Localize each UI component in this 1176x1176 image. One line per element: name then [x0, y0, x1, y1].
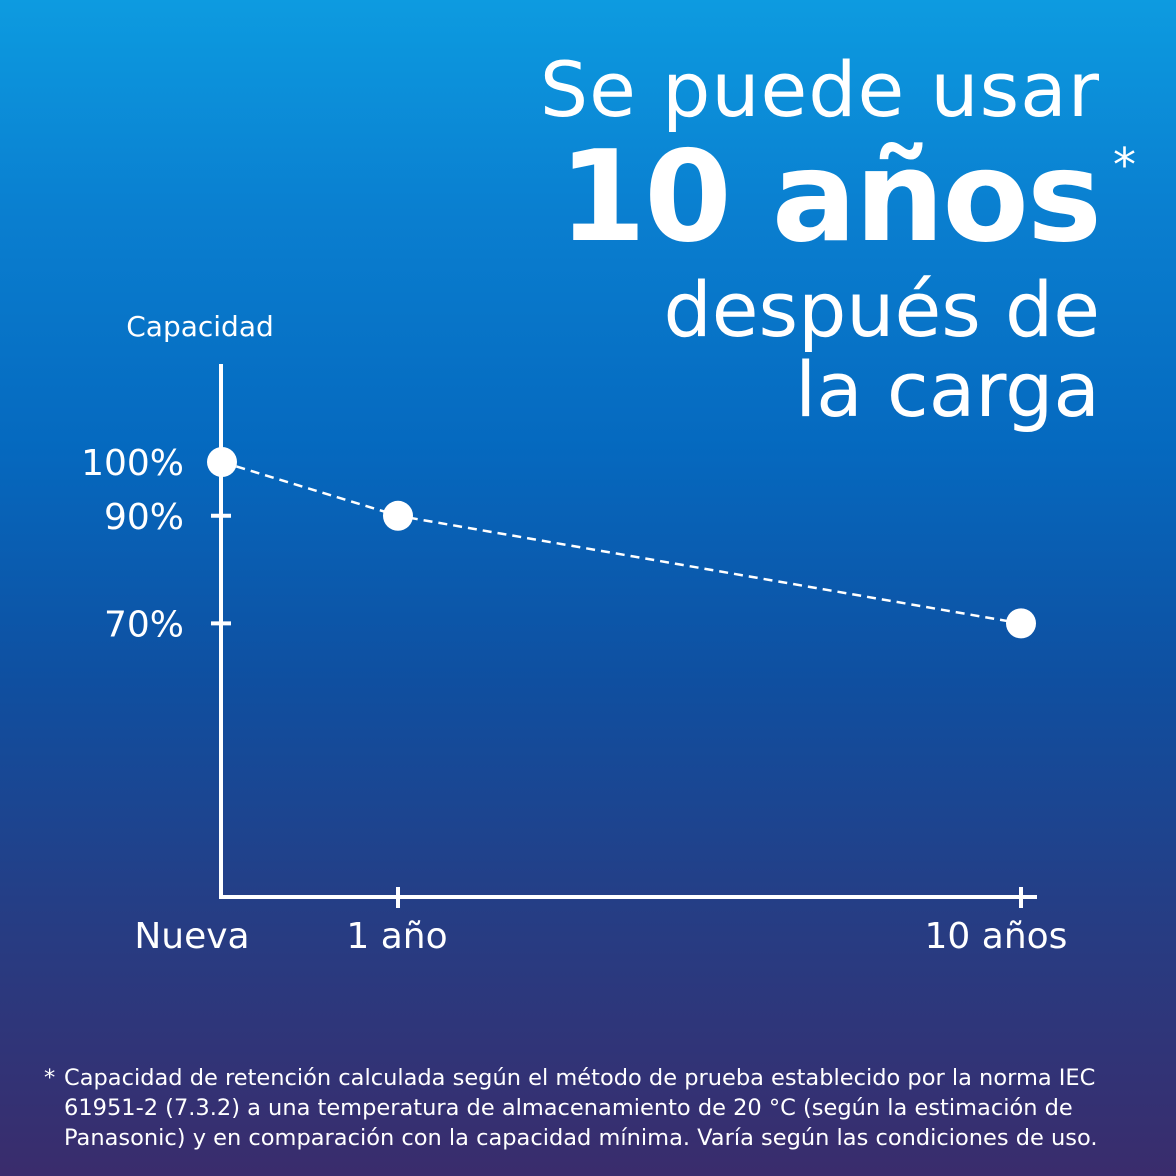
headline-asterisk: * — [1113, 138, 1136, 192]
series-line — [221, 460, 1022, 625]
y-tick-label: 90% — [104, 497, 184, 538]
data-point — [383, 500, 413, 531]
headline-emphasis: 10 años * — [540, 134, 1137, 260]
y-ticks: 100% 90% 70% — [81, 443, 231, 645]
data-points — [207, 447, 1036, 639]
y-tick-label: 100% — [81, 443, 184, 484]
footnote: * Capacidad de retención calculada según… — [44, 1063, 1124, 1153]
headline-line-4: la carga — [795, 345, 1100, 434]
footnote-asterisk: * — [44, 1065, 56, 1091]
x-tick-label: 1 año — [346, 916, 447, 957]
x-tick-label: 10 años — [925, 916, 1068, 957]
x-ticks: Nueva 1 año 10 años — [134, 887, 1067, 957]
footnote-text: Capacidad de retención calculada según e… — [64, 1065, 1098, 1151]
y-tick-label: 70% — [104, 604, 184, 645]
data-point — [207, 447, 237, 477]
y-axis-label: Capacidad — [126, 310, 274, 343]
headline-line-3: después de — [663, 265, 1100, 354]
headline: Se puede usar 10 años * después de la ca… — [539, 45, 1137, 434]
headline-line-1: Se puede usar — [539, 45, 1100, 134]
x-tick-label: Nueva — [134, 916, 249, 957]
headline-line-2: 10 años — [558, 123, 1102, 270]
data-point — [1006, 608, 1036, 639]
